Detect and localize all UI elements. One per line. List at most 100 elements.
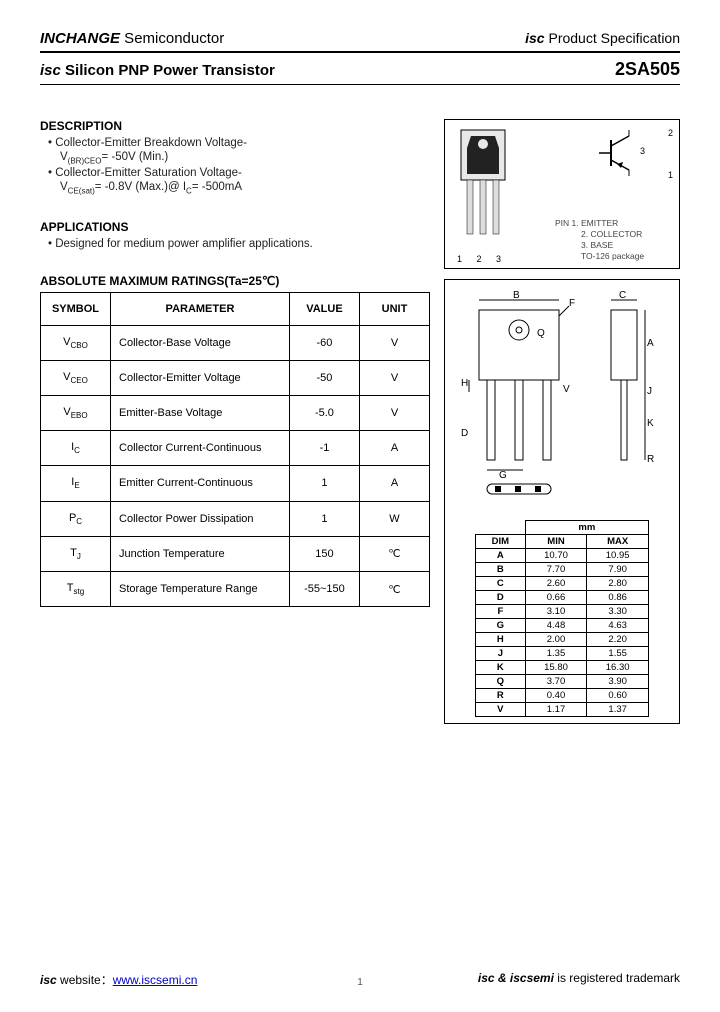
dim-cell-max: 2.20: [587, 633, 649, 647]
symbol-pin-labels: 2 3 1: [668, 128, 673, 180]
dim-cell-name: C: [476, 577, 526, 591]
dim-cell-max: 0.60: [587, 689, 649, 703]
table-row: PCCollector Power Dissipation1W: [41, 501, 430, 536]
sym-pin-3: 3: [640, 146, 673, 156]
dim-cell-max: 10.95: [587, 549, 649, 563]
pin-3-label: 3. BASE: [581, 240, 644, 251]
ratings-header-row: SYMBOL PARAMETER VALUE UNIT: [41, 292, 430, 325]
sym-pin-2: 2: [668, 128, 673, 138]
cell-value: -5.0: [289, 395, 359, 430]
right-column: 1 2 3 2 3 1 PIN 1. EMITTER 2. COLLECTOR …: [444, 119, 680, 734]
svg-text:Q: Q: [537, 328, 545, 339]
cell-unit: V: [359, 395, 429, 430]
dim-cell-min: 2.00: [525, 633, 587, 647]
cell-value: -60: [289, 325, 359, 360]
table-row: C2.602.80: [476, 577, 649, 591]
pin-legend: PIN 1. EMITTER 2. COLLECTOR 3. BASE TO-1…: [555, 218, 644, 262]
header-row: INCHANGE Semiconductor isc Product Speci…: [40, 30, 680, 47]
dim-col-max: MAX: [587, 535, 649, 549]
table-row: G4.484.63: [476, 619, 649, 633]
dim-cell-min: 4.48: [525, 619, 587, 633]
description-list: Collector-Emitter Breakdown Voltage- V(B…: [48, 137, 430, 196]
dim-cell-name: F: [476, 605, 526, 619]
table-row: VEBOEmitter-Base Voltage-5.0V: [41, 395, 430, 430]
dimension-drawing-icon: B F C Q A H V D K J R G: [451, 286, 671, 496]
svg-text:C: C: [619, 290, 626, 301]
header-rule: [40, 51, 680, 53]
cell-symbol: VCBO: [41, 325, 111, 360]
ratings-table: SYMBOL PARAMETER VALUE UNIT VCBOCollecto…: [40, 292, 430, 608]
cell-parameter: Emitter Current-Continuous: [111, 466, 290, 501]
left-column: DESCRIPTION Collector-Emitter Breakdown …: [40, 119, 430, 734]
cell-unit: A: [359, 431, 429, 466]
table-row: K15.8016.30: [476, 661, 649, 675]
cell-value: 1: [289, 501, 359, 536]
footer-url[interactable]: www.iscsemi.cn: [113, 973, 198, 987]
svg-text:V: V: [563, 384, 570, 395]
page-number: 1: [357, 977, 363, 988]
transistor-symbol-icon: [595, 128, 645, 178]
cell-unit: V: [359, 325, 429, 360]
dim-cell-min: 10.70: [525, 549, 587, 563]
dim-cell-min: 1.17: [525, 703, 587, 717]
svg-text:J: J: [647, 386, 652, 397]
applications-list: Designed for medium power amplifier appl…: [48, 238, 430, 250]
sym-pin-1: 1: [668, 170, 673, 180]
table-row: V1.171.37: [476, 703, 649, 717]
footer-right: isc & iscsemi is registered trademark: [478, 971, 680, 988]
dim-cell-min: 1.35: [525, 647, 587, 661]
cell-value: 1: [289, 466, 359, 501]
svg-text:F: F: [569, 298, 575, 309]
cell-symbol: VCEO: [41, 360, 111, 395]
col-symbol: SYMBOL: [41, 292, 111, 325]
applications-text: Designed for medium power amplifier appl…: [48, 238, 430, 250]
table-row: Q3.703.90: [476, 675, 649, 689]
dim-cell-name: G: [476, 619, 526, 633]
dim-cell-max: 3.90: [587, 675, 649, 689]
desc-item-1: Collector-Emitter Breakdown Voltage-: [48, 137, 430, 149]
dim-col-dim: DIM: [476, 535, 526, 549]
desc-item-2b: VCE(sat)= -0.8V (Max.)@ IC= -500mA: [60, 181, 430, 195]
ratings-heading: ABSOLUTE MAXIMUM RATINGS(Ta=25℃): [40, 274, 430, 288]
cell-unit: ℃: [359, 536, 429, 571]
title-rest: Silicon PNP Power Transistor: [61, 62, 275, 79]
dim-cell-max: 16.30: [587, 661, 649, 675]
cell-parameter: Collector Power Dissipation: [111, 501, 290, 536]
svg-text:B: B: [513, 290, 520, 301]
subheader-rule: [40, 84, 680, 85]
cell-unit: ℃: [359, 571, 429, 606]
dim-header-row: DIM MIN MAX: [476, 535, 649, 549]
desc-item-2: Collector-Emitter Saturation Voltage-: [48, 167, 430, 179]
dim-cell-max: 1.37: [587, 703, 649, 717]
cell-value: -1: [289, 431, 359, 466]
main-columns: DESCRIPTION Collector-Emitter Breakdown …: [40, 119, 680, 734]
dim-cell-max: 0.86: [587, 591, 649, 605]
company-rest: Semiconductor: [120, 30, 224, 47]
cell-symbol: TJ: [41, 536, 111, 571]
cell-parameter: Collector Current-Continuous: [111, 431, 290, 466]
cell-symbol: IC: [41, 431, 111, 466]
cell-symbol: PC: [41, 501, 111, 536]
col-value: VALUE: [289, 292, 359, 325]
cell-unit: W: [359, 501, 429, 536]
dim-cell-name: J: [476, 647, 526, 661]
dim-cell-min: 3.10: [525, 605, 587, 619]
svg-text:D: D: [461, 428, 468, 439]
table-row: IEEmitter Current-Continuous1A: [41, 466, 430, 501]
dim-cell-name: H: [476, 633, 526, 647]
dim-cell-min: 0.40: [525, 689, 587, 703]
cell-parameter: Collector-Base Voltage: [111, 325, 290, 360]
footer-right-rest: is registered trademark: [554, 971, 680, 985]
dim-cell-name: R: [476, 689, 526, 703]
dim-cell-max: 1.55: [587, 647, 649, 661]
package-name: TO-126 package: [581, 251, 644, 262]
dim-cell-min: 15.80: [525, 661, 587, 675]
svg-text:R: R: [647, 454, 654, 465]
svg-text:K: K: [647, 418, 654, 429]
package-box: 1 2 3 2 3 1 PIN 1. EMITTER 2. COLLECTOR …: [444, 119, 680, 269]
dim-cell-name: A: [476, 549, 526, 563]
dim-mm-row: mm: [476, 521, 649, 535]
dim-cell-name: D: [476, 591, 526, 605]
table-row: H2.002.20: [476, 633, 649, 647]
dimensions-box: B F C Q A H V D K J R G: [444, 279, 680, 724]
